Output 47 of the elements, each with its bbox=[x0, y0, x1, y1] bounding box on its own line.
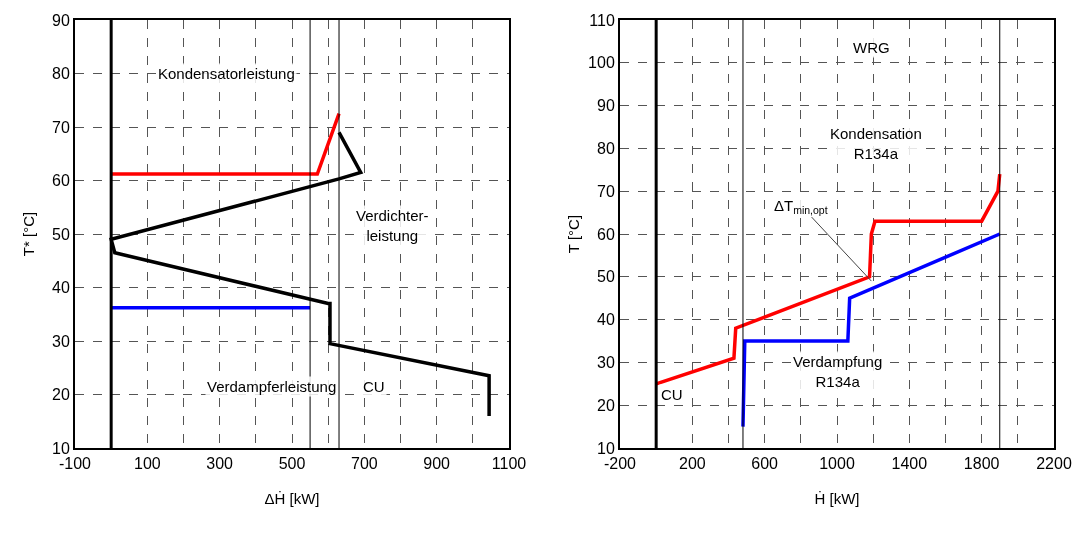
x-tick-label: 100 bbox=[133, 455, 161, 473]
y-tick-label: 60 bbox=[597, 225, 615, 243]
x-axis-title: Ḣ [kW] bbox=[814, 490, 860, 507]
y-tick-label: 90 bbox=[597, 97, 615, 115]
annotation: Verdampferleistung bbox=[207, 378, 337, 395]
y-tick-label: 20 bbox=[597, 396, 615, 414]
y-tick-label: 60 bbox=[52, 172, 70, 190]
x-tick-label: -100 bbox=[58, 455, 92, 473]
x-tick-label: 600 bbox=[751, 455, 779, 473]
y-tick-label: 90 bbox=[52, 11, 70, 29]
annotation: WRG bbox=[853, 39, 890, 56]
x-tick-label: 1000 bbox=[819, 455, 855, 473]
y-tick-label: 70 bbox=[597, 182, 615, 200]
y-axis-title: T [°C] bbox=[565, 214, 582, 254]
y-tick-label: 40 bbox=[52, 279, 70, 297]
y-tick-label: 70 bbox=[52, 118, 70, 136]
x-tick-label: 1800 bbox=[963, 455, 1000, 473]
annotation: Verdichter- leistung bbox=[356, 207, 429, 244]
annotation: ΔT$_{min,opt}$ bbox=[774, 197, 828, 217]
x-tick-label: 500 bbox=[278, 455, 306, 473]
y-tick-label: 100 bbox=[588, 54, 615, 72]
y-tick-label: 80 bbox=[52, 65, 70, 83]
annotation: Kondensatorleistung bbox=[158, 65, 295, 82]
x-tick-label: -200 bbox=[603, 455, 637, 473]
annotation: Verdampfung R134a bbox=[793, 353, 883, 390]
y-tick-label: 80 bbox=[597, 140, 615, 157]
x-axis-title: ΔḢ [kW] bbox=[264, 490, 320, 507]
y-tick-label: 40 bbox=[597, 311, 615, 329]
annotation: CU bbox=[661, 386, 683, 403]
y-tick-label: 30 bbox=[597, 354, 615, 371]
x-tick-label: 2200 bbox=[1036, 455, 1072, 473]
y-tick-label: 30 bbox=[52, 332, 70, 350]
x-tick-label: 700 bbox=[350, 455, 378, 473]
y-tick-label: 50 bbox=[52, 225, 70, 243]
y-tick-label: 50 bbox=[597, 268, 615, 286]
y-tick-label: 110 bbox=[589, 11, 615, 29]
x-tick-label: 200 bbox=[678, 455, 706, 473]
annotation: Kondensation R134a bbox=[830, 125, 922, 162]
y-tick-label: 10 bbox=[597, 439, 615, 457]
y-tick-label: 10 bbox=[52, 439, 70, 457]
x-tick-label: 1100 bbox=[491, 455, 527, 473]
y-tick-label: 20 bbox=[52, 386, 70, 404]
annotation: CU bbox=[363, 378, 385, 395]
x-tick-label: 900 bbox=[423, 455, 451, 473]
x-tick-label: 1400 bbox=[891, 455, 928, 473]
x-tick-label: 300 bbox=[206, 455, 234, 473]
y-axis-title: T* [°C] bbox=[20, 211, 37, 257]
